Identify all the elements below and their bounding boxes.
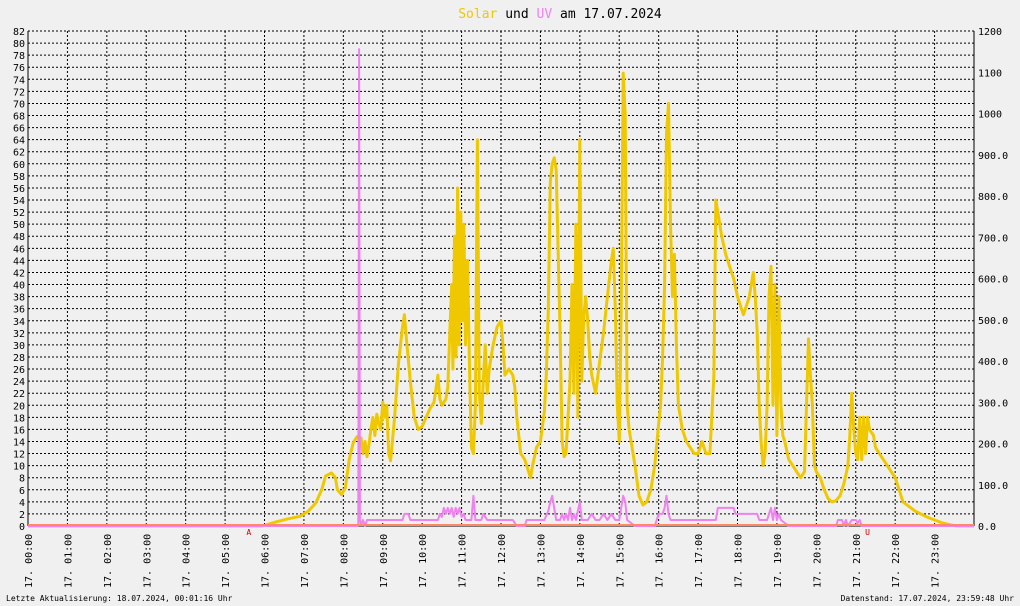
x-tick-label: 17. 00:00 [24, 534, 35, 588]
x-tick-label: 17. 09:00 [379, 534, 390, 588]
y-tick-label-right: 200.0 [978, 440, 1008, 451]
y-tick-label-left: 14 [13, 437, 25, 448]
y-tick-label-left: 20 [13, 401, 25, 412]
y-tick-label-right: 0.0 [978, 522, 996, 533]
y-tick-label-left: 74 [13, 75, 25, 86]
y-tick-label-left: 12 [13, 450, 25, 461]
y-tick-label-left: 28 [13, 353, 25, 364]
series-lines [28, 48, 974, 528]
y-tick-label-left: 80 [13, 39, 25, 50]
y-tick-label-left: 2 [19, 510, 25, 521]
x-tick-label: 17. 04:00 [182, 534, 193, 588]
y-tick-label-left: 36 [13, 305, 25, 316]
y-tick-label-left: 60 [13, 160, 25, 171]
y-tick-label-left: 26 [13, 365, 25, 376]
chart-title-uv: UV [537, 7, 553, 22]
x-tick-label: 17. 08:00 [339, 534, 350, 588]
y-tick-label-right: 300.0 [978, 398, 1008, 409]
series-line-uv [28, 48, 974, 527]
y-tick-label-left: 56 [13, 184, 25, 195]
grid-lines [28, 30, 974, 526]
x-tick-label: 17. 05:00 [221, 534, 232, 588]
x-tick-label: 17. 10:00 [418, 534, 429, 588]
y-tick-label-left: 42 [13, 268, 25, 279]
y-tick-label-left: 30 [13, 341, 25, 352]
y-tick-label-left: 38 [13, 293, 25, 304]
x-tick-label: 17. 22:00 [891, 534, 902, 588]
y-tick-label-left: 46 [13, 244, 25, 255]
y-tick-label-left: 8 [19, 474, 25, 485]
x-tick-label: 17. 02:00 [103, 534, 114, 588]
y-axis-right-labels: 0.0 100.0 200.0 300.0 400.0 500.0 600.0 700.0 80… [978, 27, 1008, 533]
x-tick-label: 17. 17:00 [694, 534, 705, 588]
x-axis-labels: 17. 00:00 17. 01:00 17. 02:00 17. 03:00 17. … [24, 534, 942, 588]
y-tick-label-left: 64 [13, 136, 25, 147]
chart-title-date: am 17.07.2024 [560, 7, 662, 22]
y-tick-label-left: 48 [13, 232, 25, 243]
x-tick-label: 17. 01:00 [63, 534, 74, 588]
y-tick-label-left: 66 [13, 124, 25, 135]
x-tick-label: 17. 14:00 [576, 534, 587, 588]
series-line-solar [28, 71, 974, 528]
footer-last-update: Letzte Aktualisierung: 18.07.2024, 00:01… [6, 594, 233, 603]
y-tick-label-right: 1000 [978, 110, 1002, 121]
y-tick-label-left: 54 [13, 196, 25, 207]
y-axis-left-labels: 0246810121416182022242628303234363840424… [13, 27, 25, 533]
chart-title-und: und [505, 7, 536, 22]
sunrise-marker: A [246, 528, 251, 537]
y-tick-label-left: 50 [13, 220, 25, 231]
y-tick-label-left: 16 [13, 425, 25, 436]
y-tick-label-left: 76 [13, 63, 25, 74]
footer-data-status: Datenstand: 17.07.2024, 23:59:48 Uhr [841, 594, 1015, 603]
x-tick-label: 17. 13:00 [536, 534, 547, 588]
y-tick-label-right: 500.0 [978, 316, 1008, 327]
x-tick-label: 17. 19:00 [773, 534, 784, 588]
x-tick-label: 17. 06:00 [261, 534, 272, 588]
y-tick-label-left: 24 [13, 377, 25, 388]
x-tick-label: 17. 23:00 [931, 534, 942, 588]
y-tick-label-left: 0 [19, 522, 25, 533]
y-tick-label-left: 72 [13, 87, 25, 98]
x-tick-label: 17. 20:00 [812, 534, 823, 588]
sunset-marker: U [865, 528, 870, 537]
x-tick-label: 17. 15:00 [615, 534, 626, 588]
x-tick-label: 17. 12:00 [497, 534, 508, 588]
y-tick-label-left: 34 [13, 317, 25, 328]
y-tick-label-right: 1200 [978, 27, 1002, 38]
x-tick-label: 17. 21:00 [852, 534, 863, 588]
y-tick-label-left: 18 [13, 413, 25, 424]
y-tick-label-left: 62 [13, 148, 25, 159]
y-tick-label-right: 400.0 [978, 357, 1008, 368]
chart-title: Solar und UV am 17.07.2024 [458, 7, 662, 22]
y-tick-label-right: 600.0 [978, 275, 1008, 286]
y-tick-label-left: 52 [13, 208, 25, 219]
y-tick-label-left: 6 [19, 486, 25, 497]
y-tick-label-right: 800.0 [978, 192, 1008, 203]
y-tick-label-left: 22 [13, 389, 25, 400]
x-tick-label: 17. 11:00 [458, 534, 469, 588]
y-tick-label-left: 44 [13, 256, 25, 267]
y-tick-label-left: 4 [19, 498, 25, 509]
y-tick-label-right: 900.0 [978, 151, 1008, 162]
y-tick-label-left: 10 [13, 462, 25, 473]
y-tick-label-left: 68 [13, 112, 25, 123]
x-tick-label: 17. 03:00 [142, 534, 153, 588]
y-tick-label-left: 58 [13, 172, 25, 183]
y-tick-label-left: 82 [13, 27, 25, 38]
y-tick-label-left: 32 [13, 329, 25, 340]
y-tick-label-left: 70 [13, 99, 25, 110]
x-tick-label: 17. 18:00 [734, 534, 745, 588]
x-tick-label: 17. 07:00 [300, 534, 311, 588]
x-tick-label: 17. 16:00 [655, 534, 666, 588]
y-tick-label-left: 40 [13, 281, 25, 292]
y-tick-label-left: 78 [13, 51, 25, 62]
y-tick-label-right: 1100 [978, 68, 1002, 79]
y-tick-label-right: 100.0 [978, 481, 1008, 492]
chart-title-solar: Solar [458, 7, 497, 22]
y-tick-label-right: 700.0 [978, 233, 1008, 244]
